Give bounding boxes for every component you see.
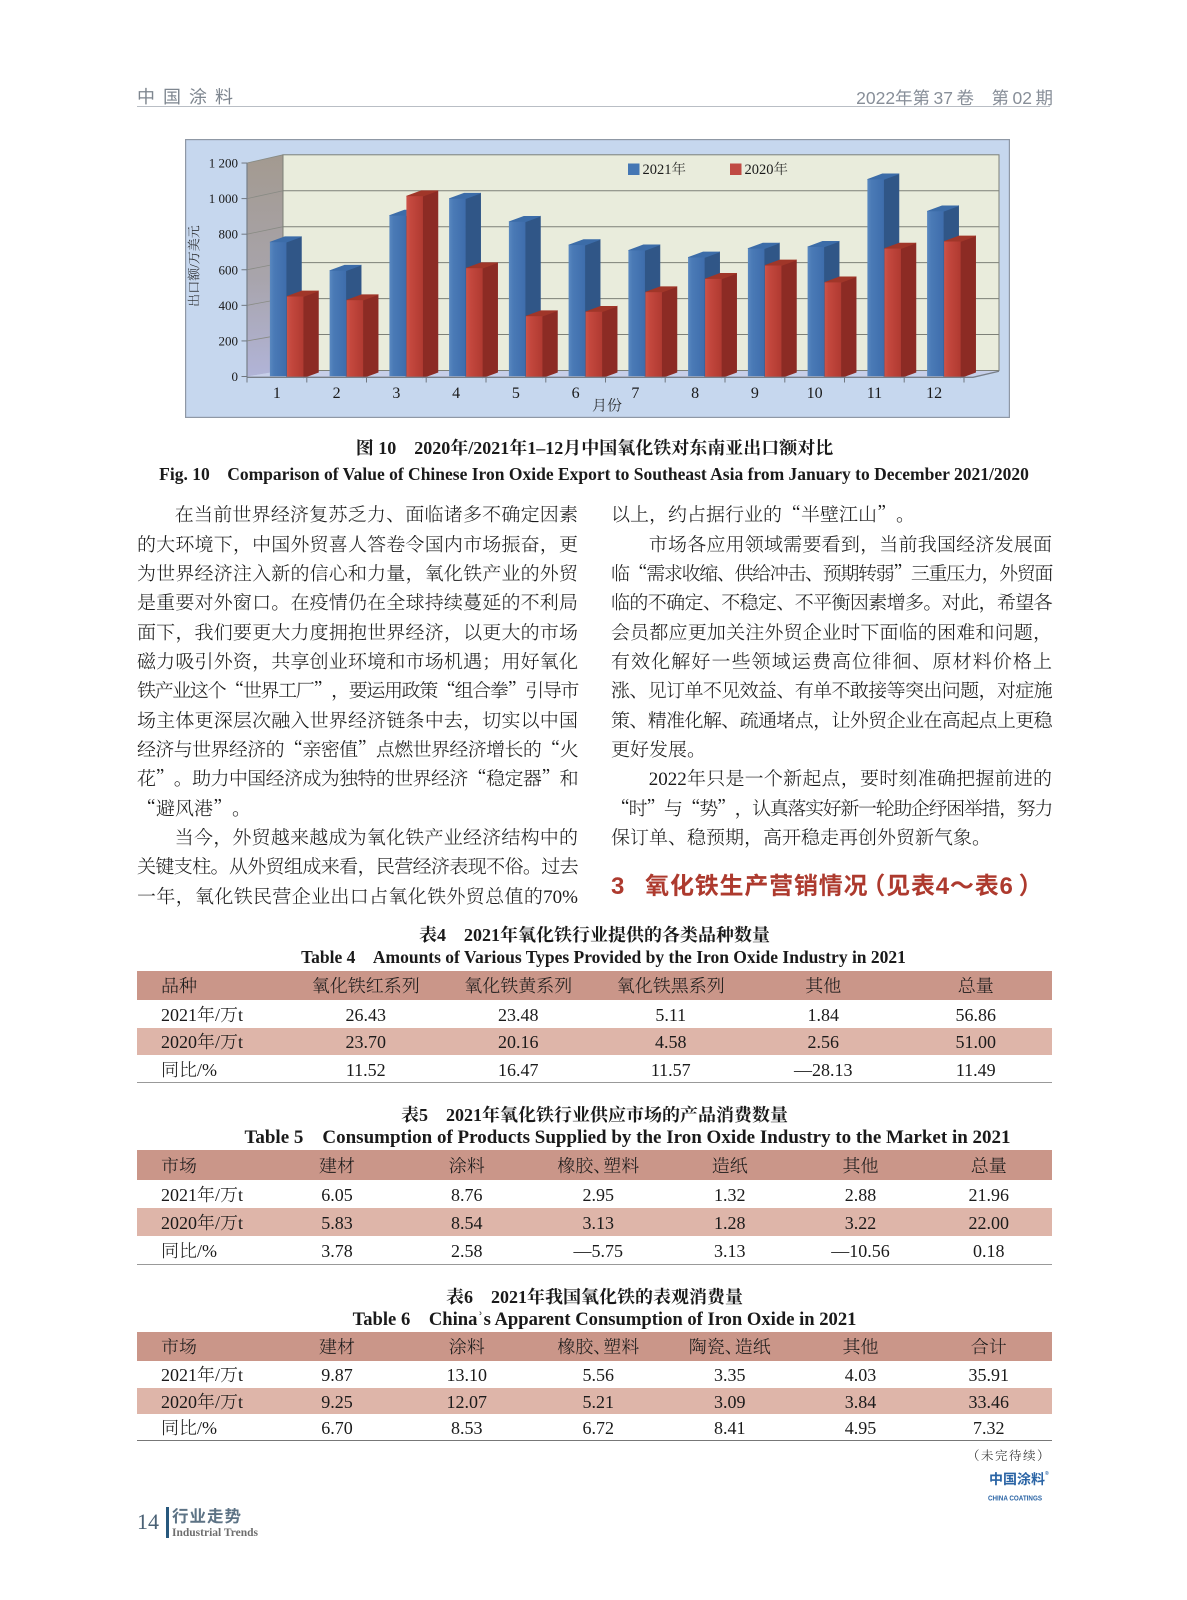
- svg-text:CHINA COATINGS: CHINA COATINGS: [988, 1494, 1042, 1503]
- svg-text:400: 400: [219, 298, 239, 313]
- svg-text:2: 2: [333, 385, 341, 402]
- svg-text:8: 8: [691, 385, 699, 402]
- svg-text:0: 0: [232, 369, 239, 384]
- svg-text:200: 200: [219, 333, 239, 348]
- svg-text:11: 11: [867, 385, 882, 402]
- svg-text:2020年: 2020年: [745, 158, 789, 179]
- svg-text:2021年: 2021年: [643, 158, 687, 179]
- svg-text:1 200: 1 200: [209, 156, 238, 171]
- svg-text:出口额/万美元: 出口额/万美元: [185, 225, 203, 307]
- svg-text:1: 1: [273, 385, 281, 402]
- svg-text:9: 9: [751, 385, 759, 402]
- svg-text:7: 7: [631, 385, 639, 402]
- svg-text:5: 5: [512, 385, 520, 402]
- svg-text:4: 4: [452, 385, 460, 402]
- svg-text:1 000: 1 000: [209, 191, 238, 206]
- svg-text:600: 600: [219, 262, 239, 277]
- svg-text:12: 12: [926, 385, 942, 402]
- svg-text:800: 800: [219, 227, 239, 242]
- svg-text:月份: 月份: [592, 395, 622, 416]
- svg-text:10: 10: [807, 385, 823, 402]
- svg-text:3: 3: [392, 385, 400, 402]
- svg-text:6: 6: [572, 385, 580, 402]
